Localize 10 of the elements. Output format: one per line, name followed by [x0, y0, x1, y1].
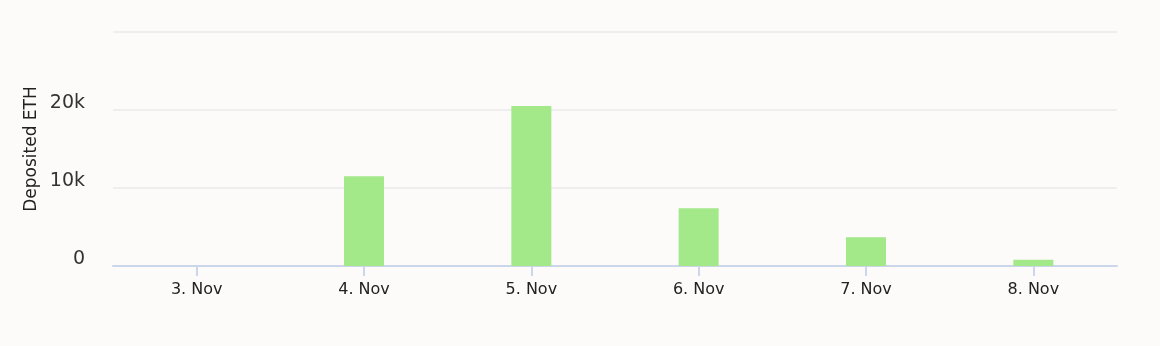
x-tick-label: 5. Nov [505, 278, 558, 298]
y-tick-label: 10k [49, 167, 85, 190]
x-tick-label: 6. Nov [672, 278, 725, 298]
y-axis-title: Deposited ETH [20, 86, 41, 212]
y-tick-label: 0 [72, 245, 85, 268]
x-tick-label: 7. Nov [840, 278, 892, 298]
y-tick-label: 20k [49, 89, 85, 112]
x-tick-label: 3. Nov [170, 278, 223, 298]
x-tick-label: 4. Nov [338, 278, 390, 298]
x-tick-label: 8. Nov [1007, 278, 1060, 298]
